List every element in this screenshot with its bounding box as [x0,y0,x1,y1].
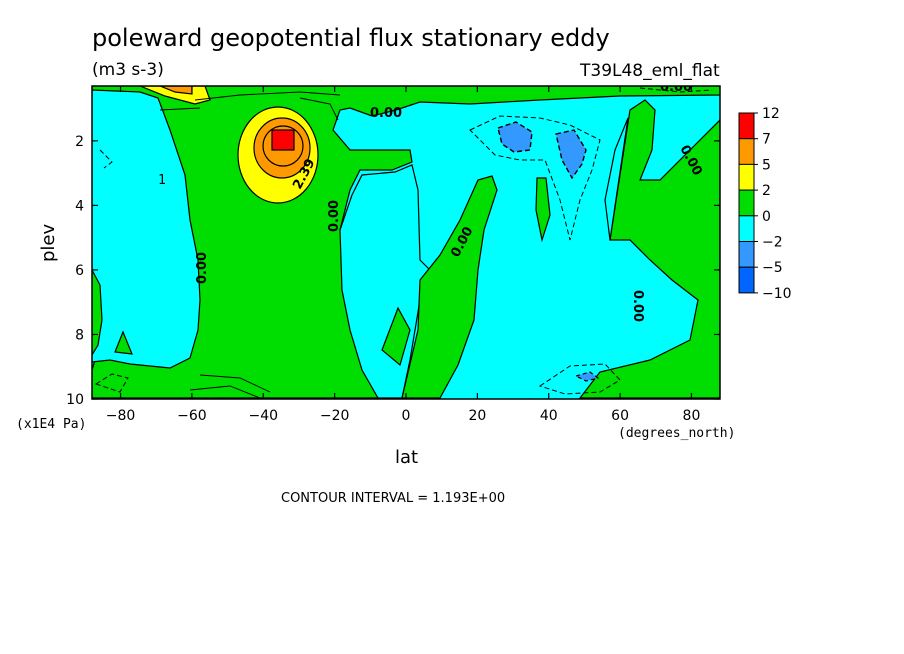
green-spot-southwest [114,330,133,355]
colorbar-label: −5 [762,260,783,276]
x-tick-label: 80 [683,408,701,424]
blue-spot-50n-bottom [574,371,600,382]
x-axis: −80 −60 −40 −20 0 20 40 60 80 [106,86,701,424]
red-core-south [271,129,295,151]
x-tick-label: −40 [248,408,278,424]
blue-spot-30n [497,121,533,153]
dashed-contour-bottom-east [538,363,621,395]
dashed-contour-top-east [639,87,713,93]
x-tick-label: −60 [177,408,207,424]
y-tick-label: 6 [75,263,84,279]
colorbar-swatch [738,138,755,165]
contour-interval-note: CONTOUR INTERVAL = 1.193E+00 [281,491,505,506]
x-tick-label: −80 [106,408,136,424]
green-region-equatorial [401,175,498,399]
colorbar-label: −2 [762,235,783,251]
contour-lines-interior [159,91,341,399]
dashed-contour-bottom-west [94,373,129,393]
contour-label-3: 0.00 [327,200,342,232]
x-axis-label: lat [395,447,418,468]
y-tick-label: 10 [66,392,84,408]
green-spot-center [381,306,411,367]
colorbar-label: −10 [762,286,792,302]
y-tick-label: 8 [75,327,84,343]
contour-field: 1 0.00 2.39 0.00 0.00 0.00 0.00 0.00 0.0… [92,80,720,399]
x-tick-label: 60 [611,408,629,424]
spot-mark: 1 [158,173,166,188]
contour-label-8: 0.00 [660,80,692,95]
colorbar-label: 12 [762,106,780,122]
dashed-contour-west [99,149,113,169]
colorbar-swatch [738,112,755,140]
colorbar-label: 2 [762,183,771,199]
y-tick-label: 2 [75,134,84,150]
x-tick-label: −20 [320,408,350,424]
colorbar-label: 7 [762,132,771,148]
x-units-label: (degrees_north) [618,426,735,441]
colorbar: 12 7 5 2 0 −2 −5 −10 [738,106,792,302]
x-tick-label: 40 [540,408,558,424]
cyan-spot-east [604,117,629,241]
colorbar-swatch [738,241,755,268]
colorbar-swatch [738,163,755,191]
contour-label-4: 0.00 [195,252,210,284]
y-axis: 2 4 6 8 10 [66,134,720,408]
blue-spot-47n [555,129,587,180]
colorbar-swatch [738,266,755,294]
green-spot-35n [535,177,551,243]
green-sliver-southwest [92,269,103,357]
chart-title: poleward geopotential flux stationary ed… [92,24,610,52]
dashed-contour-north [469,115,601,241]
colorbar-swatch [738,215,755,243]
cyan-region-west [92,89,201,369]
y-tick-label: 4 [75,198,84,214]
green-region-east [578,99,720,399]
y-units-label: (x1E4 Pa) [16,417,86,432]
contour-label-1: 0.00 [370,106,402,121]
experiment-label: T39L48_eml_flat [579,61,720,81]
colorbar-label: 0 [762,209,771,225]
x-tick-label: 0 [402,408,411,424]
orange-ring-south [262,125,304,167]
contour-label-7: 0.00 [630,290,645,322]
colorbar-label: 5 [762,157,771,173]
units-label: (m3 s-3) [92,60,164,80]
orange-cap-northwest [159,86,193,95]
colorbar-swatch [738,189,755,217]
y-axis-label: plev [38,223,59,262]
x-tick-label: 20 [468,408,486,424]
